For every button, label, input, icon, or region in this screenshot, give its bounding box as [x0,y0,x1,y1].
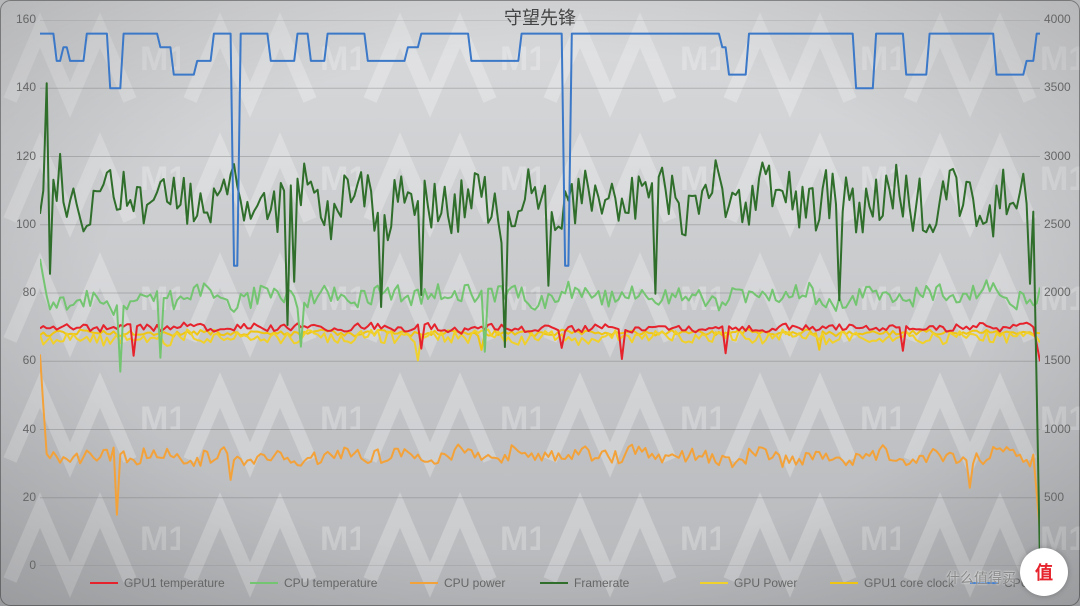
plot-area [40,20,1040,566]
chart-root: M18 守望先锋 020406080100120140160 050010001… [0,0,1080,606]
axis-right-tick: 3000 [1044,149,1071,163]
axis-right-tick: 2500 [1044,217,1071,231]
legend-item-cpu_temp: CPU temperature [250,576,377,590]
footer-source-text: 什么值得买 [946,568,1016,588]
footer-badge-icon: 值 [1020,548,1068,596]
axis-left-tick: 20 [23,490,36,504]
series-gpu_temp [40,323,1040,362]
legend-item-cpu_power: CPU power [410,576,505,590]
axis-right-tick: 3500 [1044,80,1071,94]
legend-swatch-icon [410,582,438,584]
legend-label: CPU temperature [284,576,377,590]
axis-left-tick: 120 [16,149,36,163]
series-cpu_power [40,354,1040,532]
legend-item-framerate: Framerate [540,576,629,590]
legend-swatch-icon [700,582,728,584]
legend-item-gpu_temp: GPU1 temperature [90,576,225,590]
legend-swatch-icon [250,582,278,584]
axis-left-tick: 40 [23,422,36,436]
legend-label: Framerate [574,576,629,590]
axis-left-tick: 80 [23,285,36,299]
legend-swatch-icon [540,582,568,584]
axis-right-tick: 1000 [1044,422,1071,436]
axis-left-tick: 140 [16,80,36,94]
legend-item-gpu_power: GPU Power [700,576,797,590]
legend-label: GPU1 core clock [864,576,954,590]
axis-right-tick: 1500 [1044,353,1071,367]
series-cpu_temp [40,259,1040,372]
legend-label: GPU Power [734,576,797,590]
series-cpu_clock [40,34,1040,266]
axis-left-tick: 60 [23,353,36,367]
axis-right-tick: 4000 [1044,12,1071,26]
axis-left-tick: 160 [16,12,36,26]
legend-swatch-icon [90,582,118,584]
axis-left-tick: 0 [29,558,36,572]
legend-swatch-icon [830,582,858,584]
axis-right-tick: 500 [1044,490,1064,504]
legend-item-gpu_clock: GPU1 core clock [830,576,954,590]
legend-label: CPU power [444,576,505,590]
axis-left-tick: 100 [16,217,36,231]
axis-right-tick: 2000 [1044,285,1071,299]
legend-label: GPU1 temperature [124,576,225,590]
